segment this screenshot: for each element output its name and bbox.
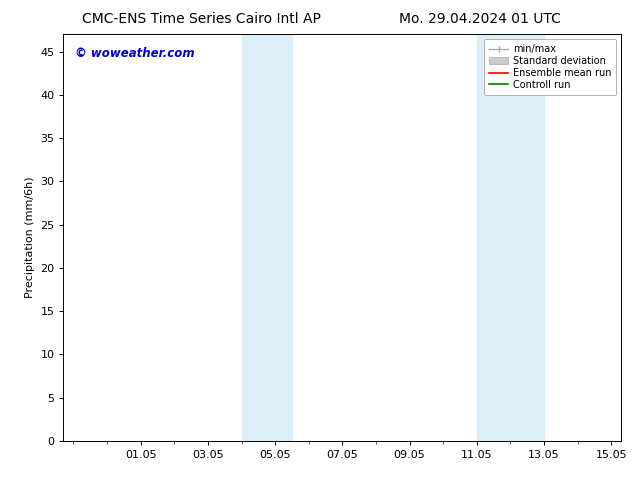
Legend: min/max, Standard deviation, Ensemble mean run, Controll run: min/max, Standard deviation, Ensemble me… bbox=[484, 39, 616, 95]
Text: Mo. 29.04.2024 01 UTC: Mo. 29.04.2024 01 UTC bbox=[399, 12, 561, 26]
Text: CMC-ENS Time Series Cairo Intl AP: CMC-ENS Time Series Cairo Intl AP bbox=[82, 12, 321, 26]
Text: © woweather.com: © woweather.com bbox=[75, 47, 194, 59]
Bar bbox=[477, 34, 544, 441]
Bar bbox=[242, 34, 292, 441]
Y-axis label: Precipitation (mm/6h): Precipitation (mm/6h) bbox=[25, 177, 35, 298]
